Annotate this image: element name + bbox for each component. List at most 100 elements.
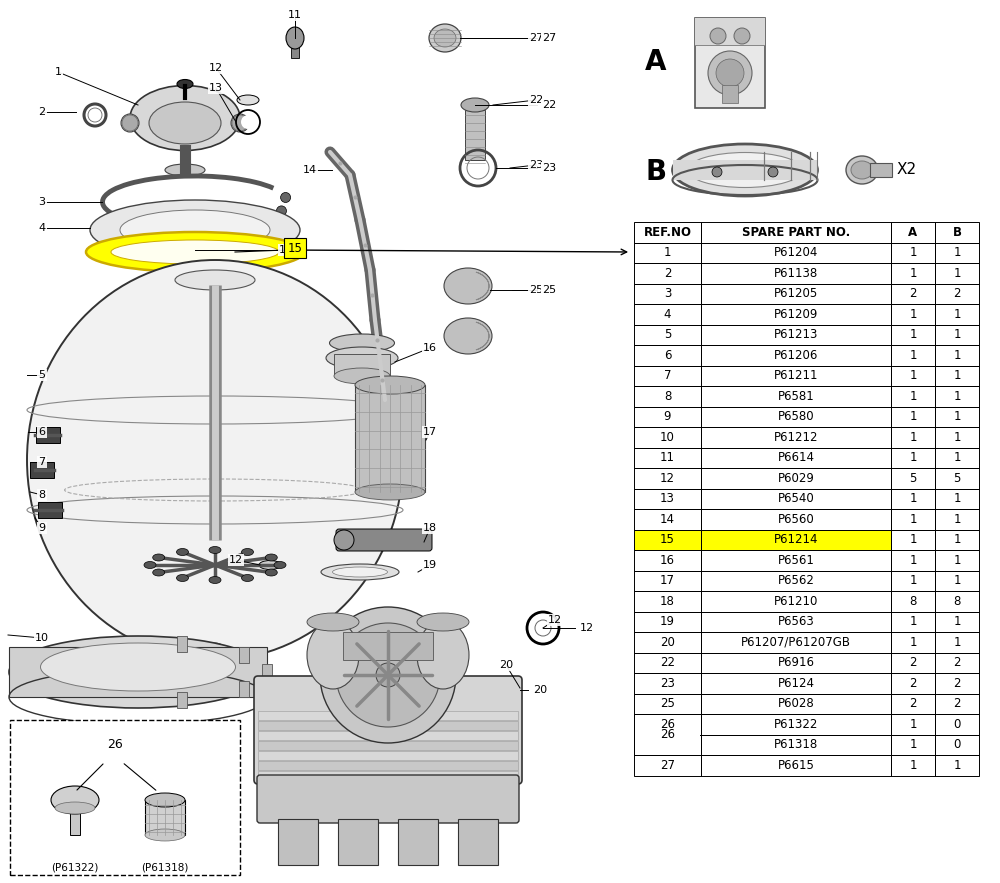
Ellipse shape [286,27,304,49]
Text: 1: 1 [953,328,961,341]
Ellipse shape [144,562,156,569]
Bar [891,673,935,693]
Bar [891,448,935,468]
Bar [891,570,935,591]
Text: P6540: P6540 [778,492,814,505]
Text: P61210: P61210 [774,595,818,608]
Ellipse shape [326,347,398,369]
Bar [258,741,518,750]
Text: P61322: P61322 [774,718,818,731]
Bar [355,385,425,492]
Text: P61206: P61206 [774,349,818,362]
Ellipse shape [672,144,818,196]
Bar [891,386,935,406]
Text: 1: 1 [909,738,917,751]
Bar [891,755,935,775]
Ellipse shape [417,613,469,631]
Text: 20: 20 [533,685,547,695]
Bar [935,386,979,406]
Text: 15: 15 [660,533,675,547]
Ellipse shape [846,156,878,184]
Bar [634,406,701,427]
Bar [935,673,979,693]
Ellipse shape [307,613,359,631]
Ellipse shape [145,793,185,807]
Text: P6615: P6615 [778,758,814,772]
Bar [891,263,935,283]
Text: 1: 1 [909,533,917,547]
Text: B: B [645,158,666,186]
Text: 1: 1 [909,513,917,525]
Bar [634,530,701,550]
Text: 23: 23 [529,160,543,170]
Bar [935,406,979,427]
Text: 1: 1 [909,328,917,341]
Text: 1: 1 [909,451,917,464]
Text: 1: 1 [909,636,917,649]
Ellipse shape [231,114,249,132]
Text: 20: 20 [660,636,675,649]
Bar [262,664,272,680]
Bar [634,693,701,714]
Text: P61209: P61209 [774,308,818,321]
Text: 20: 20 [499,660,513,670]
Text: 1: 1 [953,615,961,628]
Ellipse shape [209,577,221,584]
Text: 4: 4 [38,223,46,233]
Bar [695,45,765,46]
Bar [634,488,701,509]
Text: 7: 7 [664,369,671,382]
Text: 27: 27 [542,33,556,43]
Bar [634,243,701,263]
Text: 3: 3 [664,287,671,300]
Bar [398,819,438,865]
Text: 1: 1 [909,308,917,321]
Bar [701,693,891,714]
Text: 1: 1 [909,267,917,280]
Text: 10: 10 [35,633,49,643]
Bar [935,263,979,283]
Text: 5: 5 [664,328,671,341]
Bar [634,324,701,345]
Bar [258,731,518,740]
Text: 1: 1 [953,349,961,362]
Text: 11: 11 [660,451,675,464]
Text: P61204: P61204 [774,246,818,260]
Ellipse shape [40,643,236,691]
Text: 2: 2 [953,676,961,690]
Bar [701,283,891,304]
Text: P61214: P61214 [774,533,818,547]
Ellipse shape [121,114,139,132]
Text: 16: 16 [423,343,437,353]
Text: 5: 5 [38,370,46,380]
Text: P6916: P6916 [778,656,814,669]
Ellipse shape [355,376,425,394]
Text: 26: 26 [660,728,675,741]
Bar [701,263,891,283]
Bar [701,632,891,653]
Text: 1: 1 [953,492,961,505]
Bar [891,468,935,488]
Text: 1: 1 [909,389,917,403]
Ellipse shape [149,102,221,144]
Text: 2: 2 [953,656,961,669]
Ellipse shape [321,564,399,580]
Text: A: A [645,48,666,76]
Ellipse shape [205,643,225,657]
Bar [701,468,891,488]
Text: 7: 7 [38,457,46,467]
Bar [695,18,765,108]
Bar [701,304,891,324]
Text: 8: 8 [664,389,671,403]
Ellipse shape [444,318,492,354]
Ellipse shape [153,569,165,576]
Bar [891,427,935,448]
Bar [935,735,979,755]
Text: 2: 2 [909,698,917,710]
Text: 1: 1 [909,758,917,772]
Text: P6124: P6124 [778,676,814,690]
Bar [634,509,701,530]
Text: 17: 17 [423,427,437,437]
Bar [701,324,891,345]
Circle shape [276,206,286,215]
